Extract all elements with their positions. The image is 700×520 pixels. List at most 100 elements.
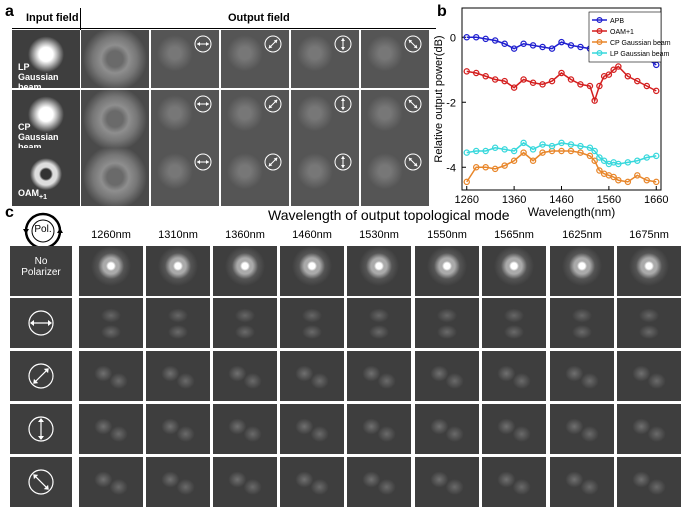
header-rule bbox=[12, 28, 436, 29]
output-field-image bbox=[221, 148, 289, 206]
input-beam-label-line1: LP bbox=[18, 62, 30, 72]
output-field-image bbox=[151, 148, 219, 206]
mode-image bbox=[617, 404, 681, 454]
legend-entry: CP Gaussian beam bbox=[610, 40, 671, 47]
data-point bbox=[520, 76, 527, 83]
output-field-image bbox=[221, 30, 289, 88]
data-point bbox=[586, 152, 594, 160]
mode-image bbox=[415, 457, 479, 507]
panel-label-c: c bbox=[5, 204, 14, 221]
mode-image bbox=[79, 404, 143, 454]
wavelength-label: 1625nm bbox=[562, 229, 602, 241]
data-point bbox=[539, 141, 546, 148]
data-point bbox=[653, 178, 660, 186]
data-point bbox=[610, 66, 617, 74]
legend-swatch-marker bbox=[596, 38, 603, 45]
mode-image bbox=[415, 298, 479, 348]
x-tick-label: 1260 bbox=[454, 194, 478, 206]
data-point bbox=[624, 178, 632, 186]
mode-image bbox=[213, 351, 277, 401]
mode-image bbox=[146, 351, 210, 401]
output-field-image bbox=[221, 90, 289, 148]
mode-image bbox=[146, 246, 210, 296]
data-point bbox=[643, 176, 651, 184]
data-point bbox=[634, 172, 641, 179]
data-point bbox=[482, 147, 489, 155]
data-point bbox=[596, 154, 603, 161]
data-point bbox=[472, 147, 480, 155]
mode-image bbox=[213, 457, 277, 507]
data-point bbox=[567, 141, 575, 148]
mode-image bbox=[347, 351, 411, 401]
data-point bbox=[548, 142, 556, 150]
data-point bbox=[591, 147, 598, 155]
data-point bbox=[577, 43, 584, 51]
data-point bbox=[653, 87, 660, 95]
output-field-image bbox=[81, 30, 149, 88]
mode-image bbox=[280, 351, 344, 401]
output-field-image bbox=[361, 90, 429, 148]
mode-image bbox=[347, 298, 411, 348]
wavelength-label: 1550nm bbox=[427, 229, 467, 241]
input-beam-label-line2: +1 bbox=[39, 193, 47, 201]
data-point bbox=[548, 45, 556, 52]
data-point bbox=[529, 79, 537, 87]
data-point bbox=[463, 68, 470, 75]
data-point bbox=[491, 37, 499, 44]
data-point bbox=[482, 73, 489, 80]
input-beam-image: CP Gaussian beam bbox=[12, 90, 80, 148]
mode-image bbox=[146, 457, 210, 507]
mode-image bbox=[146, 298, 210, 348]
mode-image bbox=[347, 457, 411, 507]
data-point bbox=[501, 146, 508, 153]
x-tick-label: 1460 bbox=[549, 194, 573, 206]
data-point bbox=[510, 84, 518, 91]
mode-image bbox=[347, 246, 411, 296]
mode-image bbox=[617, 351, 681, 401]
legend-swatch-marker bbox=[596, 49, 603, 56]
output-field-image bbox=[81, 90, 149, 148]
polarizer-orientation-icon bbox=[264, 35, 282, 53]
legend-entry: OAM+1 bbox=[610, 29, 634, 36]
polarizer-orientation-icon bbox=[334, 95, 352, 113]
data-point bbox=[567, 42, 575, 49]
mode-image bbox=[213, 298, 277, 348]
wavelength-label: 1675nm bbox=[629, 229, 669, 241]
data-point bbox=[624, 159, 632, 166]
data-point bbox=[463, 178, 470, 186]
polarizer-orientation-icon bbox=[404, 95, 422, 113]
data-point bbox=[529, 42, 537, 49]
x-axis-label: Wavelength(nm) bbox=[528, 205, 616, 219]
y-tick-label: 0 bbox=[450, 32, 456, 44]
mode-image bbox=[213, 404, 277, 454]
polarizer-orientation-icon bbox=[404, 153, 422, 171]
data-point bbox=[567, 76, 575, 83]
data-point bbox=[510, 147, 518, 155]
wavelength-label: 1530nm bbox=[359, 229, 399, 241]
data-point bbox=[577, 81, 584, 88]
series-line-3 bbox=[466, 141, 657, 165]
output-field-image bbox=[361, 148, 429, 206]
output-field-image bbox=[81, 148, 149, 206]
data-point bbox=[577, 142, 584, 150]
mode-image bbox=[482, 298, 546, 348]
input-beam-image: OAM+1 bbox=[12, 148, 80, 206]
data-point bbox=[463, 34, 470, 41]
input-beam-label: LP Gaussian beam bbox=[18, 62, 80, 88]
mode-image bbox=[550, 457, 614, 507]
data-point bbox=[520, 40, 527, 48]
data-point bbox=[491, 76, 499, 83]
mode-image bbox=[482, 457, 546, 507]
data-point bbox=[501, 40, 508, 48]
data-point bbox=[615, 160, 622, 168]
mode-image bbox=[347, 404, 411, 454]
polarizer-orientation-icon bbox=[28, 310, 54, 336]
data-point bbox=[643, 154, 651, 161]
polarizer-orientation-icon bbox=[404, 35, 422, 53]
data-point bbox=[482, 163, 489, 171]
x-tick-label: 1560 bbox=[597, 194, 621, 206]
data-point bbox=[653, 152, 660, 160]
panel-label-a: a bbox=[5, 3, 14, 20]
input-beam-label-line1: CP bbox=[18, 122, 31, 132]
output-field-image bbox=[291, 90, 359, 148]
